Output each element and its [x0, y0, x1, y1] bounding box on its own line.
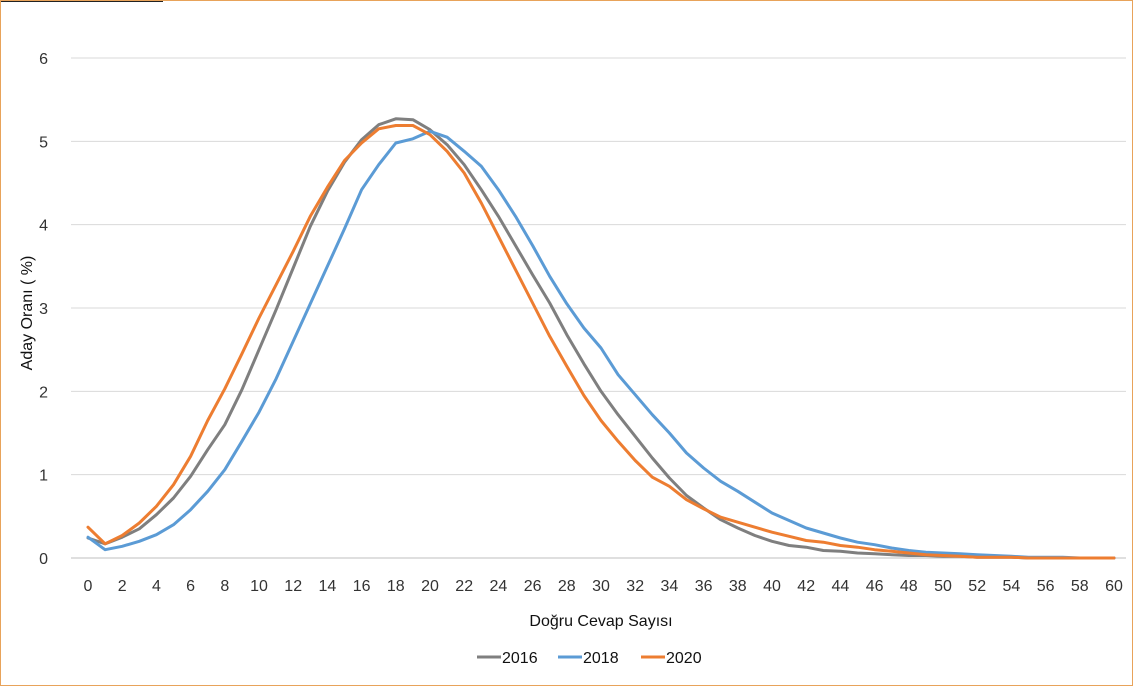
x-tick-label: 0	[84, 578, 93, 595]
x-tick-label: 10	[250, 578, 268, 595]
x-tick-label: 56	[1037, 578, 1055, 595]
y-tick-label: 2	[39, 384, 48, 401]
top-rule-line	[1, 1, 163, 2]
x-tick-label: 60	[1105, 578, 1123, 595]
y-tick-label: 1	[39, 468, 48, 485]
legend: 2016 2018 2020	[477, 650, 702, 667]
x-tick-label: 52	[968, 578, 986, 595]
x-tick-label: 48	[900, 578, 918, 595]
x-tick-label: 46	[866, 578, 884, 595]
x-tick-label: 34	[661, 578, 679, 595]
legend-label-2016: 2016	[502, 650, 538, 667]
y-axis-title: Aday Oranı ( %)	[19, 256, 36, 371]
legend-label-2018: 2018	[583, 650, 619, 667]
x-tick-label: 54	[1003, 578, 1021, 595]
x-tick-label: 2	[118, 578, 127, 595]
y-axis-ticks: 0 1 2 3 4 5 6	[39, 51, 48, 568]
x-tick-label: 6	[186, 578, 195, 595]
x-axis-ticks: 0 2 4 6 8 10 12 14 16 18 20 22 24 26 28 30 32 34 36 38 40 42 4…	[84, 578, 1123, 595]
series-line-2020	[86, 124, 1116, 560]
series-line-2016	[86, 117, 1116, 560]
x-tick-label: 4	[152, 578, 161, 595]
y-tick-label: 6	[39, 51, 48, 68]
series-line-2018	[86, 129, 1116, 560]
y-tick-label: 0	[39, 551, 48, 568]
legend-label-2020: 2020	[666, 650, 702, 667]
x-tick-label: 16	[353, 578, 371, 595]
x-tick-label: 26	[524, 578, 542, 595]
x-tick-label: 40	[763, 578, 781, 595]
x-tick-label: 42	[797, 578, 815, 595]
x-tick-label: 14	[319, 578, 337, 595]
x-tick-label: 12	[284, 578, 302, 595]
x-tick-label: 8	[220, 578, 229, 595]
x-tick-label: 18	[387, 578, 405, 595]
y-tick-label: 5	[39, 134, 48, 151]
x-tick-label: 22	[455, 578, 473, 595]
x-tick-label: 38	[729, 578, 747, 595]
x-tick-label: 28	[558, 578, 576, 595]
gridlines	[71, 57, 1126, 559]
x-tick-label: 50	[934, 578, 952, 595]
x-tick-label: 32	[626, 578, 644, 595]
x-tick-label: 30	[592, 578, 610, 595]
x-tick-label: 36	[695, 578, 713, 595]
y-tick-label: 4	[39, 218, 48, 235]
x-tick-label: 20	[421, 578, 439, 595]
x-tick-label: 24	[490, 578, 508, 595]
x-tick-label: 44	[832, 578, 850, 595]
x-axis-title: Doğru Cevap Sayısı	[529, 613, 672, 630]
x-tick-label: 58	[1071, 578, 1089, 595]
series-lines	[86, 117, 1116, 560]
y-tick-label: 3	[39, 301, 48, 318]
